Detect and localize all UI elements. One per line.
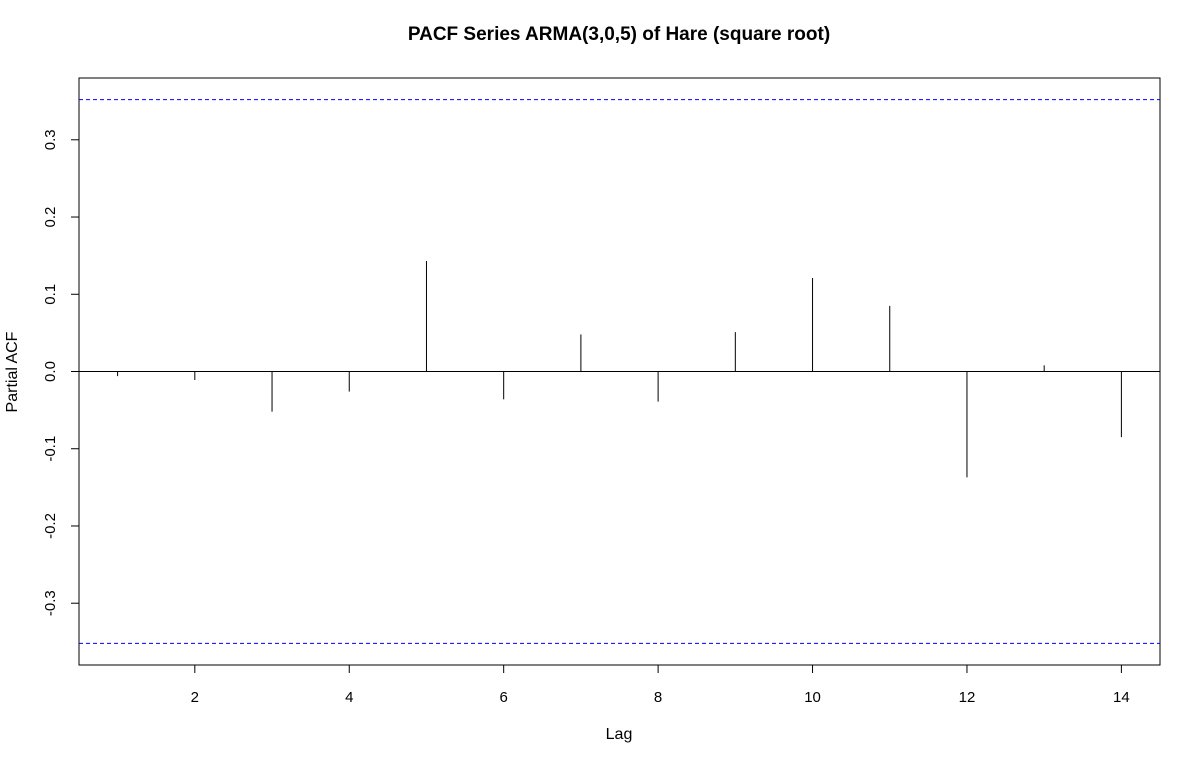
x-tick-label: 8 bbox=[654, 689, 662, 706]
y-tick-label: 0.0 bbox=[42, 361, 59, 382]
x-tick-label: 10 bbox=[804, 689, 821, 706]
x-tick-label: 2 bbox=[191, 689, 199, 706]
y-tick-label: 0.1 bbox=[42, 284, 59, 305]
x-tick-label: 14 bbox=[1113, 689, 1130, 706]
y-axis-label: Partial ACF bbox=[4, 331, 21, 412]
y-tick-label: -0.3 bbox=[42, 590, 59, 616]
y-tick-label: -0.1 bbox=[42, 436, 59, 462]
y-tick-label: -0.2 bbox=[42, 513, 59, 539]
pacf-spikes bbox=[117, 261, 1122, 478]
y-tick-label: 0.2 bbox=[42, 207, 59, 228]
chart-title: PACF Series ARMA(3,0,5) of Hare (square … bbox=[408, 24, 830, 45]
x-axis-label: Lag bbox=[606, 726, 633, 743]
x-tick-label: 4 bbox=[345, 689, 353, 706]
x-tick-label: 6 bbox=[500, 689, 508, 706]
x-tick-label: 12 bbox=[959, 689, 976, 706]
y-tick-label: 0.3 bbox=[42, 129, 59, 150]
x-axis: 2 4 6 8 10 12 14 bbox=[191, 664, 1130, 706]
y-axis: -0.3 -0.2 -0.1 0.0 0.1 0.2 0.3 bbox=[42, 129, 80, 616]
confidence-lines bbox=[79, 99, 1160, 644]
